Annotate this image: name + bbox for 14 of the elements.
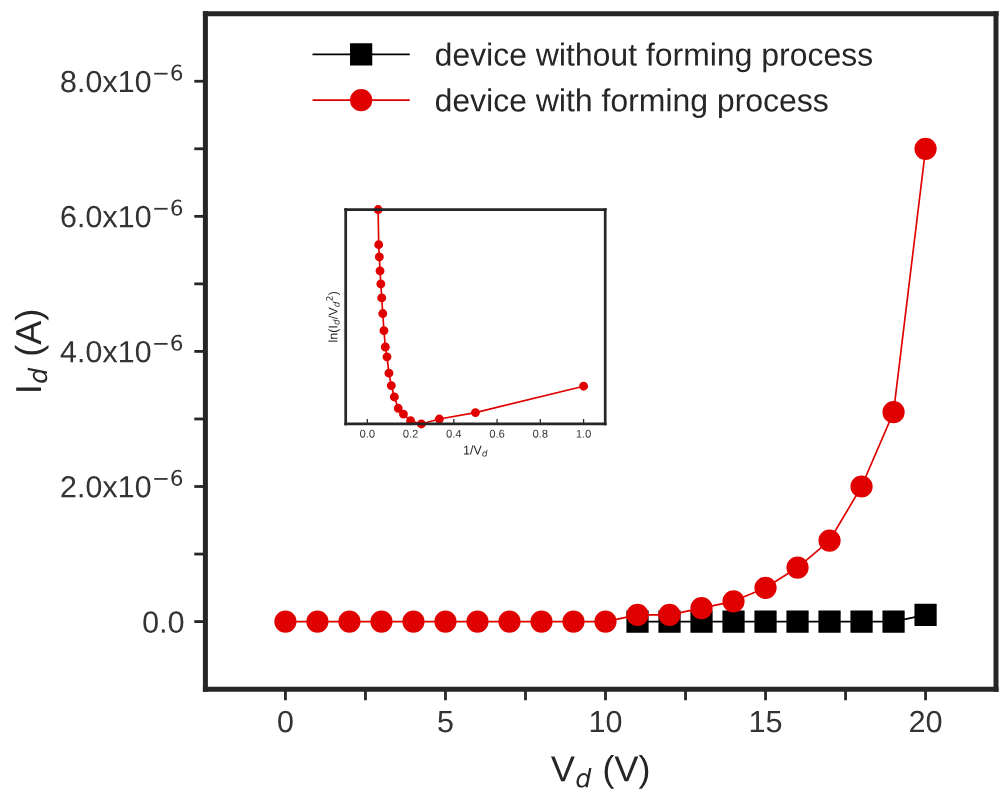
x-tick-label: 20 bbox=[910, 710, 942, 733]
y-tick-label: 8.0x10$^{−6}$ bbox=[61, 64, 183, 93]
x-tick-label: 0 bbox=[278, 710, 293, 733]
y-tick-label: 2.0x10$^{−6}$ bbox=[61, 469, 183, 498]
legend-label: device with forming process bbox=[435, 88, 828, 118]
y-tick-label: 4.0x10$^{−6}$ bbox=[60, 334, 183, 363]
y-tick-label: 6.0x10$^{−6}$ bbox=[61, 199, 183, 228]
x-axis-title: V$_{d}$ (V) bbox=[551, 755, 649, 789]
y-axis-title: I$_{d}$ (A) bbox=[14, 310, 49, 391]
legend-label: device without forming process bbox=[435, 42, 872, 73]
x-tick-label: 5 bbox=[438, 711, 453, 733]
x-tick-label: 10 bbox=[590, 710, 622, 733]
y-tick-label: 0.0 bbox=[143, 611, 184, 633]
x-tick-label: 15 bbox=[750, 711, 782, 733]
